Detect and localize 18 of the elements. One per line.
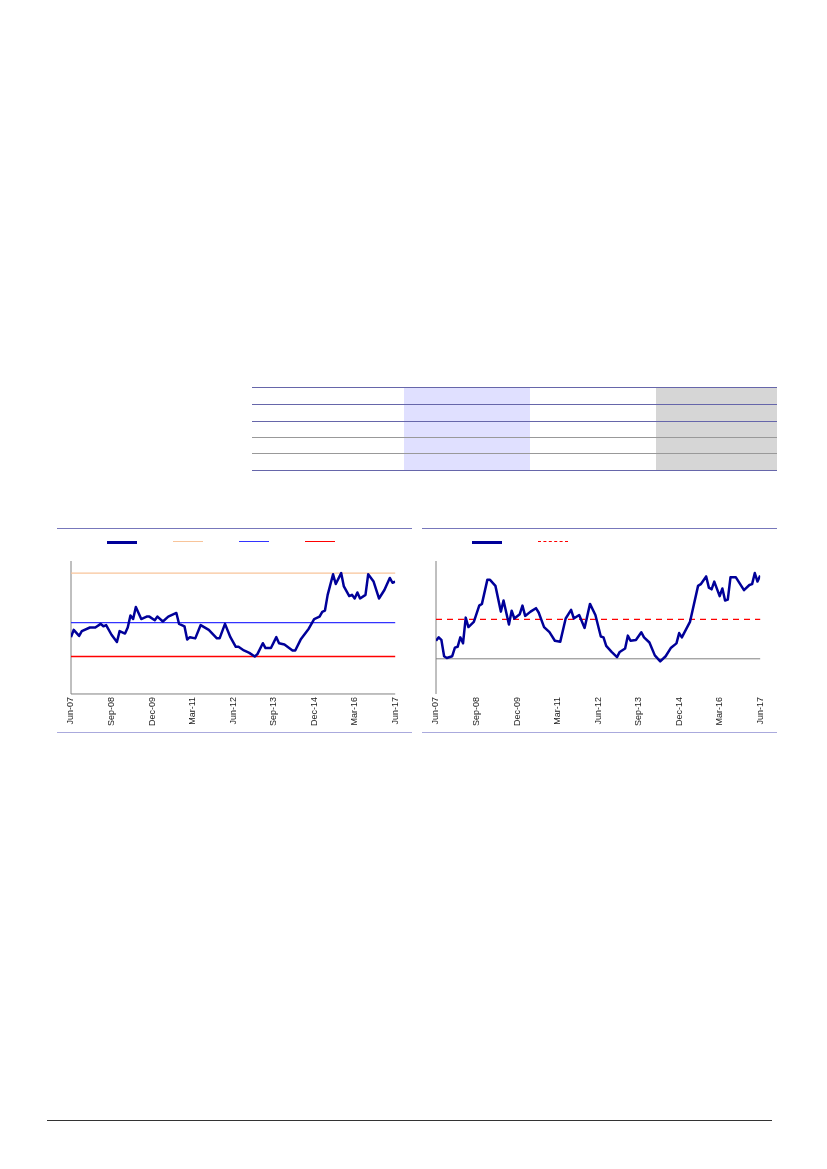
x-tick-label: Mar-11 [187, 696, 198, 725]
x-tick-label: Dec-14 [673, 696, 684, 726]
x-tick-label: Jun-07 [65, 696, 76, 725]
x-tick-label: Sep-13 [268, 696, 279, 727]
x-tick-label: Dec-09 [146, 696, 157, 726]
x-tick-label: Jun-12 [227, 696, 238, 725]
x-tick-label: Sep-08 [471, 696, 482, 727]
x-tick-label: Jun-17 [754, 696, 765, 725]
x-tick-label: Dec-14 [308, 696, 319, 726]
x-tick-label: Sep-13 [633, 696, 644, 727]
x-tick-label: Jun-07 [430, 696, 441, 725]
x-tick-label: Dec-09 [511, 696, 522, 726]
x-tick-label: Sep-08 [106, 696, 117, 727]
x-tick-label: Mar-16 [349, 696, 360, 726]
x-tick-label: Mar-16 [714, 696, 725, 726]
x-tick-label: Jun-12 [592, 696, 603, 725]
x-tick-label: Jun-17 [389, 696, 400, 725]
x-tick-label: Mar-11 [552, 696, 563, 725]
